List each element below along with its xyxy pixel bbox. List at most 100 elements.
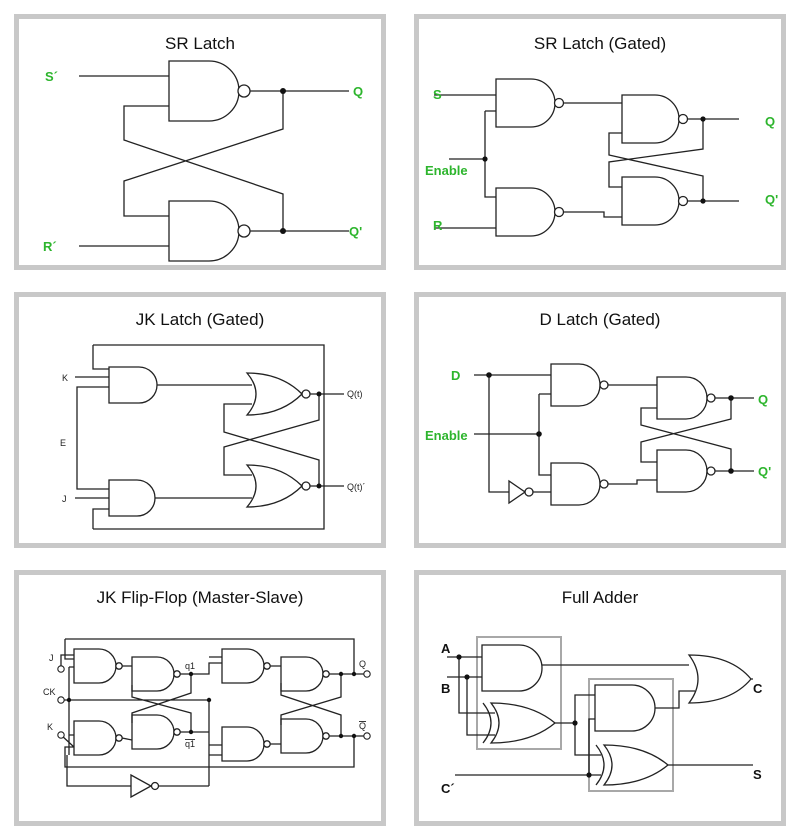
inversion-bubble xyxy=(263,740,271,748)
inversion-bubble xyxy=(322,670,330,678)
label-qn: Q(t)´ xyxy=(347,482,366,492)
junction-dot xyxy=(700,116,706,122)
inversion-bubble xyxy=(263,662,271,670)
junction-dot xyxy=(700,198,706,204)
terminal-ck xyxy=(57,696,65,704)
terminal-qn xyxy=(363,732,371,740)
and-gate-j xyxy=(108,479,156,517)
nand-gate-qn xyxy=(656,449,708,493)
label-j: J xyxy=(62,494,67,504)
full-adder-diagram: Full Adder A B C´ C S xyxy=(441,588,763,796)
inversion-bubble xyxy=(599,479,609,489)
and-gate-k xyxy=(108,366,158,404)
junction-dot xyxy=(280,88,286,94)
panel-title: D Latch (Gated) xyxy=(540,310,661,329)
inversion-bubble xyxy=(553,206,565,218)
sr-latch-diagram: SR Latch S´ R´ Q Q' xyxy=(43,34,363,262)
junction-dot xyxy=(188,671,194,677)
nand-gate-bottom xyxy=(168,200,240,262)
inversion-bubble xyxy=(322,732,330,740)
nand-gate-qn xyxy=(621,176,680,226)
and-gate-1 xyxy=(481,644,543,692)
nand-gate xyxy=(280,718,324,754)
junction-dot xyxy=(351,733,357,739)
nand-gate-s xyxy=(495,78,556,128)
inversion-bubble xyxy=(706,466,716,476)
half-adder-box-1 xyxy=(476,636,562,750)
inversion-bubble xyxy=(677,113,689,125)
label-qn: Q xyxy=(359,721,366,731)
label-q: Q(t) xyxy=(347,389,363,399)
label-j: J xyxy=(49,653,54,663)
inversion-bubble xyxy=(173,728,181,736)
inversion-bubble xyxy=(150,781,160,791)
not-gate xyxy=(508,479,527,505)
junction-dot xyxy=(456,654,462,660)
inversion-bubble xyxy=(237,84,251,98)
junction-dot xyxy=(728,468,734,474)
junction-dot xyxy=(586,772,592,778)
nand-gate-dn xyxy=(550,462,601,506)
label-s: S xyxy=(433,87,442,102)
panel-title: SR Latch (Gated) xyxy=(534,34,666,53)
junction-dot xyxy=(316,391,322,397)
label-enable: Enable xyxy=(425,163,468,178)
label-r: R´ xyxy=(43,239,57,254)
terminal-q xyxy=(363,670,371,678)
terminal-k xyxy=(57,731,65,739)
panel-d-latch-gated: D Latch (Gated) D Enable Q Q' xyxy=(414,292,786,548)
inversion-bubble xyxy=(301,389,311,399)
inversion-bubble xyxy=(524,487,534,497)
junction-dot xyxy=(188,729,194,735)
wire xyxy=(474,374,754,493)
wire xyxy=(75,344,344,530)
jk-flip-flop-diagram: JK Flip-Flop (Master-Slave) J CK K q1 q1… xyxy=(43,588,371,799)
nor-gate-bottom xyxy=(245,464,303,508)
nand-gate-r xyxy=(495,187,556,237)
nand-gate xyxy=(131,656,175,692)
panel-title: JK Latch (Gated) xyxy=(136,310,265,329)
junction-dot xyxy=(486,372,492,378)
label-c: C xyxy=(753,681,763,696)
panel-full-adder: Full Adder A B C´ C S xyxy=(414,570,786,826)
junction-dot xyxy=(206,697,212,703)
junction-dot xyxy=(338,671,344,677)
xor-gate-2 xyxy=(602,744,670,786)
xor-back-curve xyxy=(595,744,605,786)
label-c-in: C´ xyxy=(441,781,455,796)
label-q: Q xyxy=(353,84,363,99)
junction-dot xyxy=(482,156,488,162)
nand-gate xyxy=(221,648,265,684)
nand-gate xyxy=(221,726,265,762)
nand-gate-q xyxy=(656,376,708,420)
label-b: B xyxy=(441,681,450,696)
label-k: K xyxy=(47,722,53,732)
label-ck: CK xyxy=(43,687,56,697)
label-s: S xyxy=(753,767,762,782)
inversion-bubble xyxy=(115,734,123,742)
xor-gate-1 xyxy=(489,702,557,744)
nand-gate-q xyxy=(621,94,680,144)
panel-jk-latch-gated: JK Latch (Gated) K E J Q(t) Q(t)´ xyxy=(14,292,386,548)
nand-gate xyxy=(73,648,117,684)
inversion-bubble xyxy=(599,380,609,390)
or-gate xyxy=(687,654,752,704)
label-qn: Q' xyxy=(765,192,778,207)
label-qn: Q' xyxy=(758,464,771,479)
label-q1n: q1 xyxy=(185,739,195,749)
label-r: R xyxy=(433,218,443,233)
label-k: K xyxy=(62,373,68,383)
label-q: Q xyxy=(758,392,768,407)
label-a: A xyxy=(441,641,451,656)
terminal-j xyxy=(57,665,65,673)
sr-latch-gated-diagram: SR Latch (Gated) S Enable R Q Q' xyxy=(425,34,778,237)
panel-jk-flip-flop: JK Flip-Flop (Master-Slave) J CK K q1 q1… xyxy=(14,570,386,826)
inversion-bubble xyxy=(553,97,565,109)
panel-sr-latch-gated: SR Latch (Gated) S Enable R Q Q' xyxy=(414,14,786,270)
junction-dot xyxy=(66,697,72,703)
junction-dot xyxy=(536,431,542,437)
wire xyxy=(79,75,349,247)
inversion-bubble xyxy=(115,662,123,670)
inversion-bubble xyxy=(301,481,311,491)
label-d: D xyxy=(451,368,460,383)
